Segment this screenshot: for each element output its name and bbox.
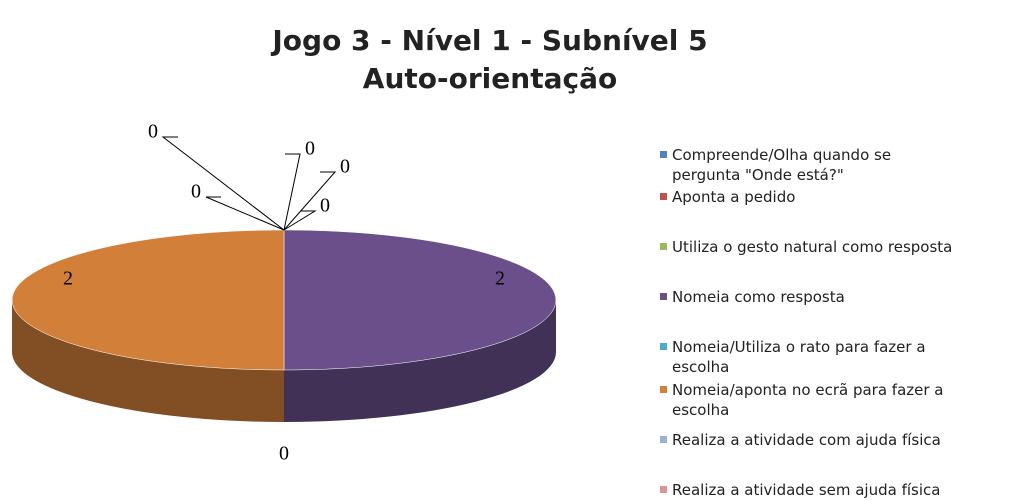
pie-slice <box>283 229 557 371</box>
legend-item: Realiza a atividade com ajuda física <box>660 430 1030 450</box>
data-label: 0 <box>340 156 350 178</box>
legend-label: Utiliza o gesto natural como resposta <box>672 238 953 256</box>
legend-label: Realiza a atividade com ajuda física <box>672 431 941 449</box>
legend-label: Compreende/Olha quando se pergunta "Onde… <box>672 146 892 184</box>
chart-subtitle: Auto-orientação <box>363 62 617 95</box>
data-label: 0 <box>191 181 201 203</box>
leader-line <box>161 136 285 231</box>
legend-item: Aponta a pedido <box>660 187 1030 207</box>
data-label: 0 <box>305 138 315 160</box>
legend-item: Nomeia como resposta <box>660 287 1030 307</box>
legend-swatch <box>660 343 667 350</box>
legend-item: Nomeia/aponta no ecrã para fazer a escol… <box>660 380 972 420</box>
data-label: 2 <box>495 268 505 290</box>
legend-label: Aponta a pedido <box>672 188 796 206</box>
data-label: 0 <box>279 443 289 465</box>
chart-title: Jogo 3 - Nível 1 - Subnível 5 <box>270 24 707 57</box>
legend-label: Nomeia/Utiliza o rato para fazer a escol… <box>672 338 926 376</box>
legend-swatch <box>660 151 667 158</box>
legend-item: Compreende/Olha quando se pergunta "Onde… <box>660 145 912 185</box>
legend-label: Nomeia/aponta no ecrã para fazer a escol… <box>672 381 944 419</box>
legend-item: Realiza a atividade sem ajuda física <box>660 480 1030 500</box>
leader-line <box>205 196 285 231</box>
legend-item: Utiliza o gesto natural como resposta <box>660 237 1030 257</box>
legend-swatch <box>660 486 667 493</box>
leader-line <box>283 153 301 231</box>
data-label: 0 <box>320 195 330 217</box>
legend-swatch <box>660 243 667 250</box>
legend-item: Nomeia/Utiliza o rato para fazer a escol… <box>660 337 972 377</box>
legend-swatch <box>660 436 667 443</box>
legend-swatch <box>660 293 667 300</box>
leader-line <box>283 210 317 231</box>
legend-swatch <box>660 386 667 393</box>
data-label: 0 <box>148 121 158 143</box>
pie-slice <box>11 229 285 371</box>
data-label: 2 <box>63 268 73 290</box>
legend-label: Nomeia como resposta <box>672 288 845 306</box>
legend-label: Realiza a atividade sem ajuda física <box>672 481 941 499</box>
legend-swatch <box>660 193 667 200</box>
